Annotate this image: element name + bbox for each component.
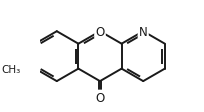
Text: O: O (95, 91, 105, 104)
Text: O: O (95, 26, 105, 38)
Text: O: O (95, 91, 105, 104)
Text: O: O (95, 26, 105, 38)
Text: N: N (139, 26, 147, 38)
Text: N: N (139, 26, 147, 38)
Text: CH₃: CH₃ (1, 64, 20, 74)
Text: CH₃: CH₃ (1, 64, 20, 74)
